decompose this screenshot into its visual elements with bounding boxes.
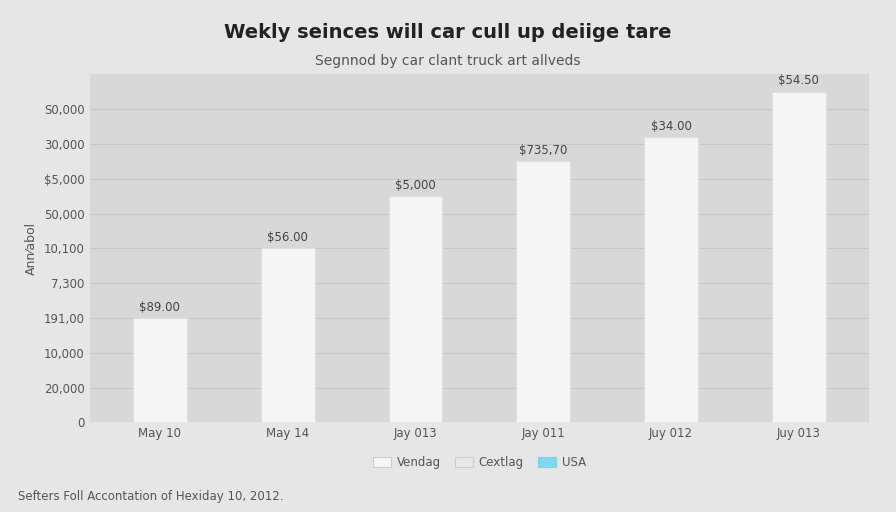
Bar <box>261 248 314 422</box>
Y-axis label: Ann⁄abol: Ann⁄abol <box>25 222 39 275</box>
Text: $34.00: $34.00 <box>650 120 692 133</box>
Text: Segnnod by car clant truck art allveds: Segnnod by car clant truck art allveds <box>315 54 581 68</box>
Legend: Vendag, Cextlag, USA: Vendag, Cextlag, USA <box>368 452 590 474</box>
Bar <box>644 137 698 422</box>
Text: $56.00: $56.00 <box>267 231 308 244</box>
Text: $735,70: $735,70 <box>519 144 567 157</box>
Bar <box>389 196 443 422</box>
Bar <box>516 161 570 422</box>
Text: $89.00: $89.00 <box>140 301 180 314</box>
Bar <box>133 318 186 422</box>
Bar <box>772 92 826 422</box>
Text: $54.50: $54.50 <box>779 74 819 88</box>
Text: $5,000: $5,000 <box>395 179 435 192</box>
Text: Sefters Foll Accontation of Hexiday 10, 2012.: Sefters Foll Accontation of Hexiday 10, … <box>18 490 283 503</box>
Text: Wekly seinces will car cull up deiige tare: Wekly seinces will car cull up deiige ta… <box>224 23 672 42</box>
